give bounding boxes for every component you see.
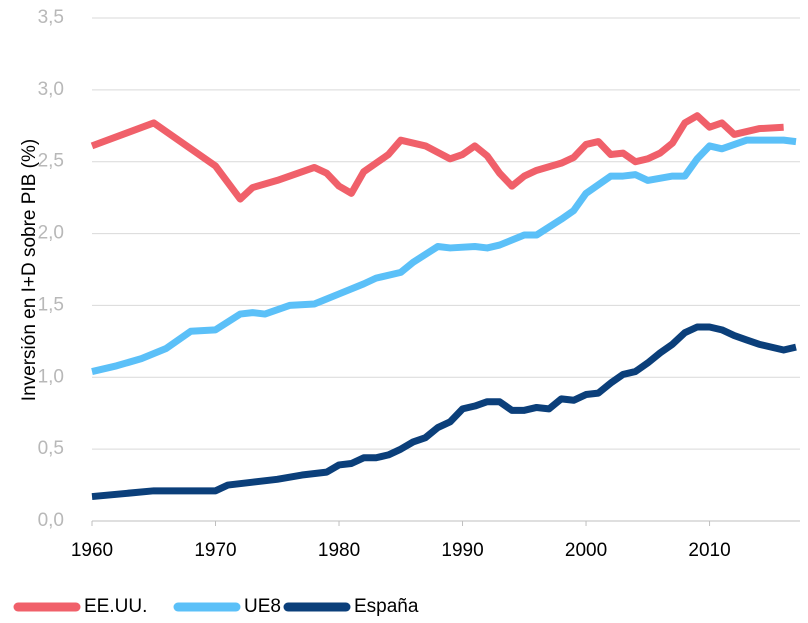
y-tick-label: 1,5 [38,294,64,315]
y-tick-label: 0,5 [38,438,64,459]
series-line [91,136,797,375]
y-tick-label: 0,0 [38,510,64,531]
y-tick-label: 3,5 [38,7,64,28]
x-tick-label: 1960 [71,540,113,561]
y-tick-label: 1,0 [38,366,64,387]
legend-label: España [354,596,419,617]
legend-label: UE8 [244,596,281,617]
y-tick-label: 2,5 [38,151,64,172]
y-tick-label: 2,0 [38,223,64,244]
series-line [90,112,784,203]
x-tick-label: 1990 [441,540,483,561]
x-tick-label: 1970 [194,540,236,561]
y-tick-label: 3,0 [38,79,64,100]
x-tick-label: 1980 [318,540,360,561]
y-axis-label: Inversión en I+D sobre PIB (%) [19,139,40,401]
x-tick-label: 2010 [688,540,730,561]
x-tick-label: 2000 [565,540,607,561]
series-line [91,323,797,501]
legend-label: EE.UU. [84,596,147,617]
